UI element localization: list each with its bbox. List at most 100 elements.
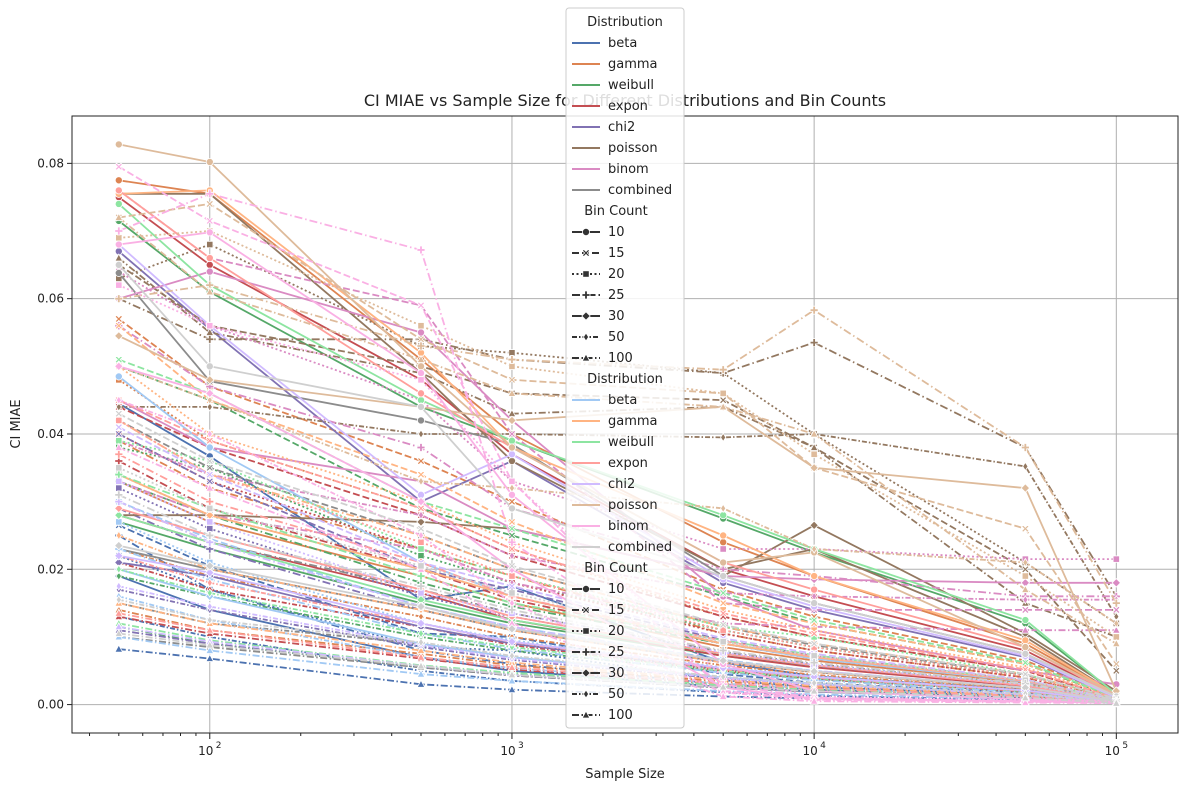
- pastel-combined-bins-100-point: [1020, 692, 1030, 702]
- x-tick-label: 10: [802, 744, 817, 758]
- pastel-weibull-bins-30-point: [114, 510, 124, 520]
- pastel-weibull-bins-10-point: [507, 436, 516, 445]
- pastel-chi2-bins-25-point: [205, 537, 215, 547]
- pastel-binom-bins-20-point: [417, 376, 425, 384]
- pastel-expon-bins-15-point: [507, 544, 517, 554]
- pastel-combined-bins-15-point: [809, 639, 819, 648]
- deep-binom-bins-15-point: [1021, 605, 1030, 615]
- pastel-expon-bins-15-point: [809, 629, 819, 638]
- pastel-combined-bins-100-point: [205, 640, 215, 649]
- pastel-beta-bins-100-point: [205, 645, 215, 654]
- deep-legend-bins-30-label: 30: [608, 309, 625, 324]
- pastel-weibull-bins-10-point: [114, 199, 123, 208]
- x-tick-label: 10: [500, 744, 515, 758]
- pastel-binom-bins-15-point: [114, 162, 123, 171]
- pastel-binom-bins-50-point: [115, 395, 122, 405]
- pastel-binom-bins-10-point: [114, 240, 123, 249]
- deep-legend-weibull-label: weibull: [608, 78, 654, 93]
- deep-legend-distribution-title: Distribution: [587, 15, 663, 30]
- pastel-combined-bins-15-point: [114, 409, 123, 418]
- pastel-chi2-bins-15-point: [114, 423, 123, 432]
- deep-binom-bins-10-point: [205, 267, 214, 276]
- pastel-binom-bins-100-point: [718, 691, 728, 700]
- pastel-combined-bins-100-point: [809, 686, 819, 695]
- deep-poisson-bins-25-point: [809, 338, 819, 348]
- pastel-poisson-bins-100-point: [809, 429, 819, 438]
- pastel-legend-poisson-label: poisson: [608, 498, 658, 513]
- pastel-legend-bins-100-marker: [581, 710, 591, 719]
- pastel-chi2-bins-30-point: [416, 618, 426, 629]
- pastel-legend-combined-label: combined: [608, 540, 672, 555]
- pastel-legend-beta-label: beta: [608, 393, 637, 408]
- pastel-poisson-bins-30-point: [205, 375, 215, 385]
- pastel-poisson-bins-30-point: [507, 415, 517, 426]
- deep-beta-bins-100-point: [416, 679, 426, 688]
- pastel-poisson-bins-50-point: [1113, 618, 1120, 629]
- pastel-combined-bins-100-point: [114, 628, 124, 637]
- x-tick-exponent: 4: [820, 741, 826, 751]
- pastel-combined-bins-10-point: [719, 572, 728, 581]
- pastel-binom-bins-25-point: [416, 245, 426, 255]
- pastel-gamma-bins-15-line: [118, 325, 1117, 698]
- pastel-chi2-bins-20-point: [417, 589, 425, 597]
- pastel-chi2-bins-15-point: [205, 470, 214, 479]
- deep-binom-bins-100-point: [1111, 625, 1121, 634]
- pastel-poisson-bins-10-point: [507, 443, 516, 452]
- pastel-poisson-bins-15-point: [1112, 659, 1121, 669]
- x-tick-exponent: 5: [1122, 741, 1128, 751]
- pastel-combined-bins-30-point: [205, 561, 215, 571]
- pastel-binom-bins-20-point: [206, 322, 214, 330]
- deep-weibull-bins-15-point: [507, 531, 517, 540]
- deep-chi2-bins-20-point: [115, 484, 123, 492]
- deep-chi2-bins-15-point: [205, 477, 214, 486]
- deep-legend-bins-20-label: 20: [608, 267, 625, 282]
- pastel-expon-bins-30-point: [114, 503, 124, 514]
- pastel-combined-bins-50-line: [118, 598, 1117, 703]
- pastel-combined-bins-100-point: [507, 669, 517, 679]
- pastel-combined-bins-25-point: [205, 531, 215, 540]
- deep-chi2-bins-20-line: [118, 487, 1117, 702]
- pastel-legend-bins-50-marker: [582, 689, 590, 699]
- deep-poisson-bins-25-point: [205, 334, 215, 344]
- deep-combined-bins-15-point: [205, 463, 214, 472]
- deep-poisson-bins-20-point: [206, 240, 214, 249]
- pastel-combined-bins-50-series: [115, 594, 1120, 707]
- pastel-combined-bins-25-point: [416, 581, 426, 591]
- pastel-chi2-bins-50-point: [206, 601, 213, 612]
- legend-box: [565, 7, 685, 729]
- pastel-chi2-bins-20-point: [206, 518, 214, 526]
- deep-poisson-bins-50-point: [115, 402, 122, 412]
- deep-legend-beta-label: beta: [608, 36, 637, 51]
- pastel-gamma-bins-50-point: [115, 530, 122, 541]
- pastel-combined-bins-25-point: [114, 490, 124, 500]
- pastel-poisson-bins-100-point: [114, 212, 124, 221]
- pastel-legend-gamma-label: gamma: [608, 414, 658, 429]
- pastel-poisson-bins-20-point: [810, 450, 818, 458]
- pastel-combined-bins-50-point: [720, 672, 727, 682]
- pastel-beta-bins-10-point: [205, 443, 214, 452]
- pastel-chi2-bins-10-point: [507, 450, 516, 459]
- pastel-poisson-bins-25-point: [809, 305, 819, 315]
- deep-legend-bins-10-label: 10: [608, 225, 625, 240]
- pastel-combined-bins-50-point: [417, 637, 425, 648]
- x-tick-label: 10: [198, 744, 213, 758]
- pastel-legend-bins-30-label: 30: [608, 666, 625, 681]
- pastel-poisson-bins-20-point: [508, 362, 516, 370]
- pastel-binom-bins-25-point: [507, 537, 517, 547]
- deep-beta-bins-100-point: [205, 653, 215, 662]
- pastel-legend-bins-100-label: 100: [608, 708, 633, 723]
- pastel-weibull-bins-15-point: [719, 588, 728, 598]
- pastel-binom-bins-20-point: [508, 477, 516, 485]
- deep-poisson-bins-15-point: [1021, 565, 1030, 574]
- pastel-poisson-bins-100-point: [416, 354, 426, 363]
- pastel-legend-bins-15-marker: [581, 605, 591, 615]
- y-tick-label: 0.08: [37, 156, 64, 170]
- deep-binom-bins-15-point: [507, 429, 517, 439]
- deep-binom-bins-25-point: [416, 443, 426, 452]
- pastel-binom-bins-20-line: [118, 284, 1117, 703]
- pastel-chi2-bins-20-point: [115, 477, 123, 485]
- pastel-legend-bins-10-label: 10: [608, 582, 625, 597]
- pastel-combined-bins-20-point: [115, 464, 123, 472]
- deep-poisson-bins-100-point: [205, 327, 215, 336]
- pastel-weibull-bins-50-point: [417, 628, 425, 639]
